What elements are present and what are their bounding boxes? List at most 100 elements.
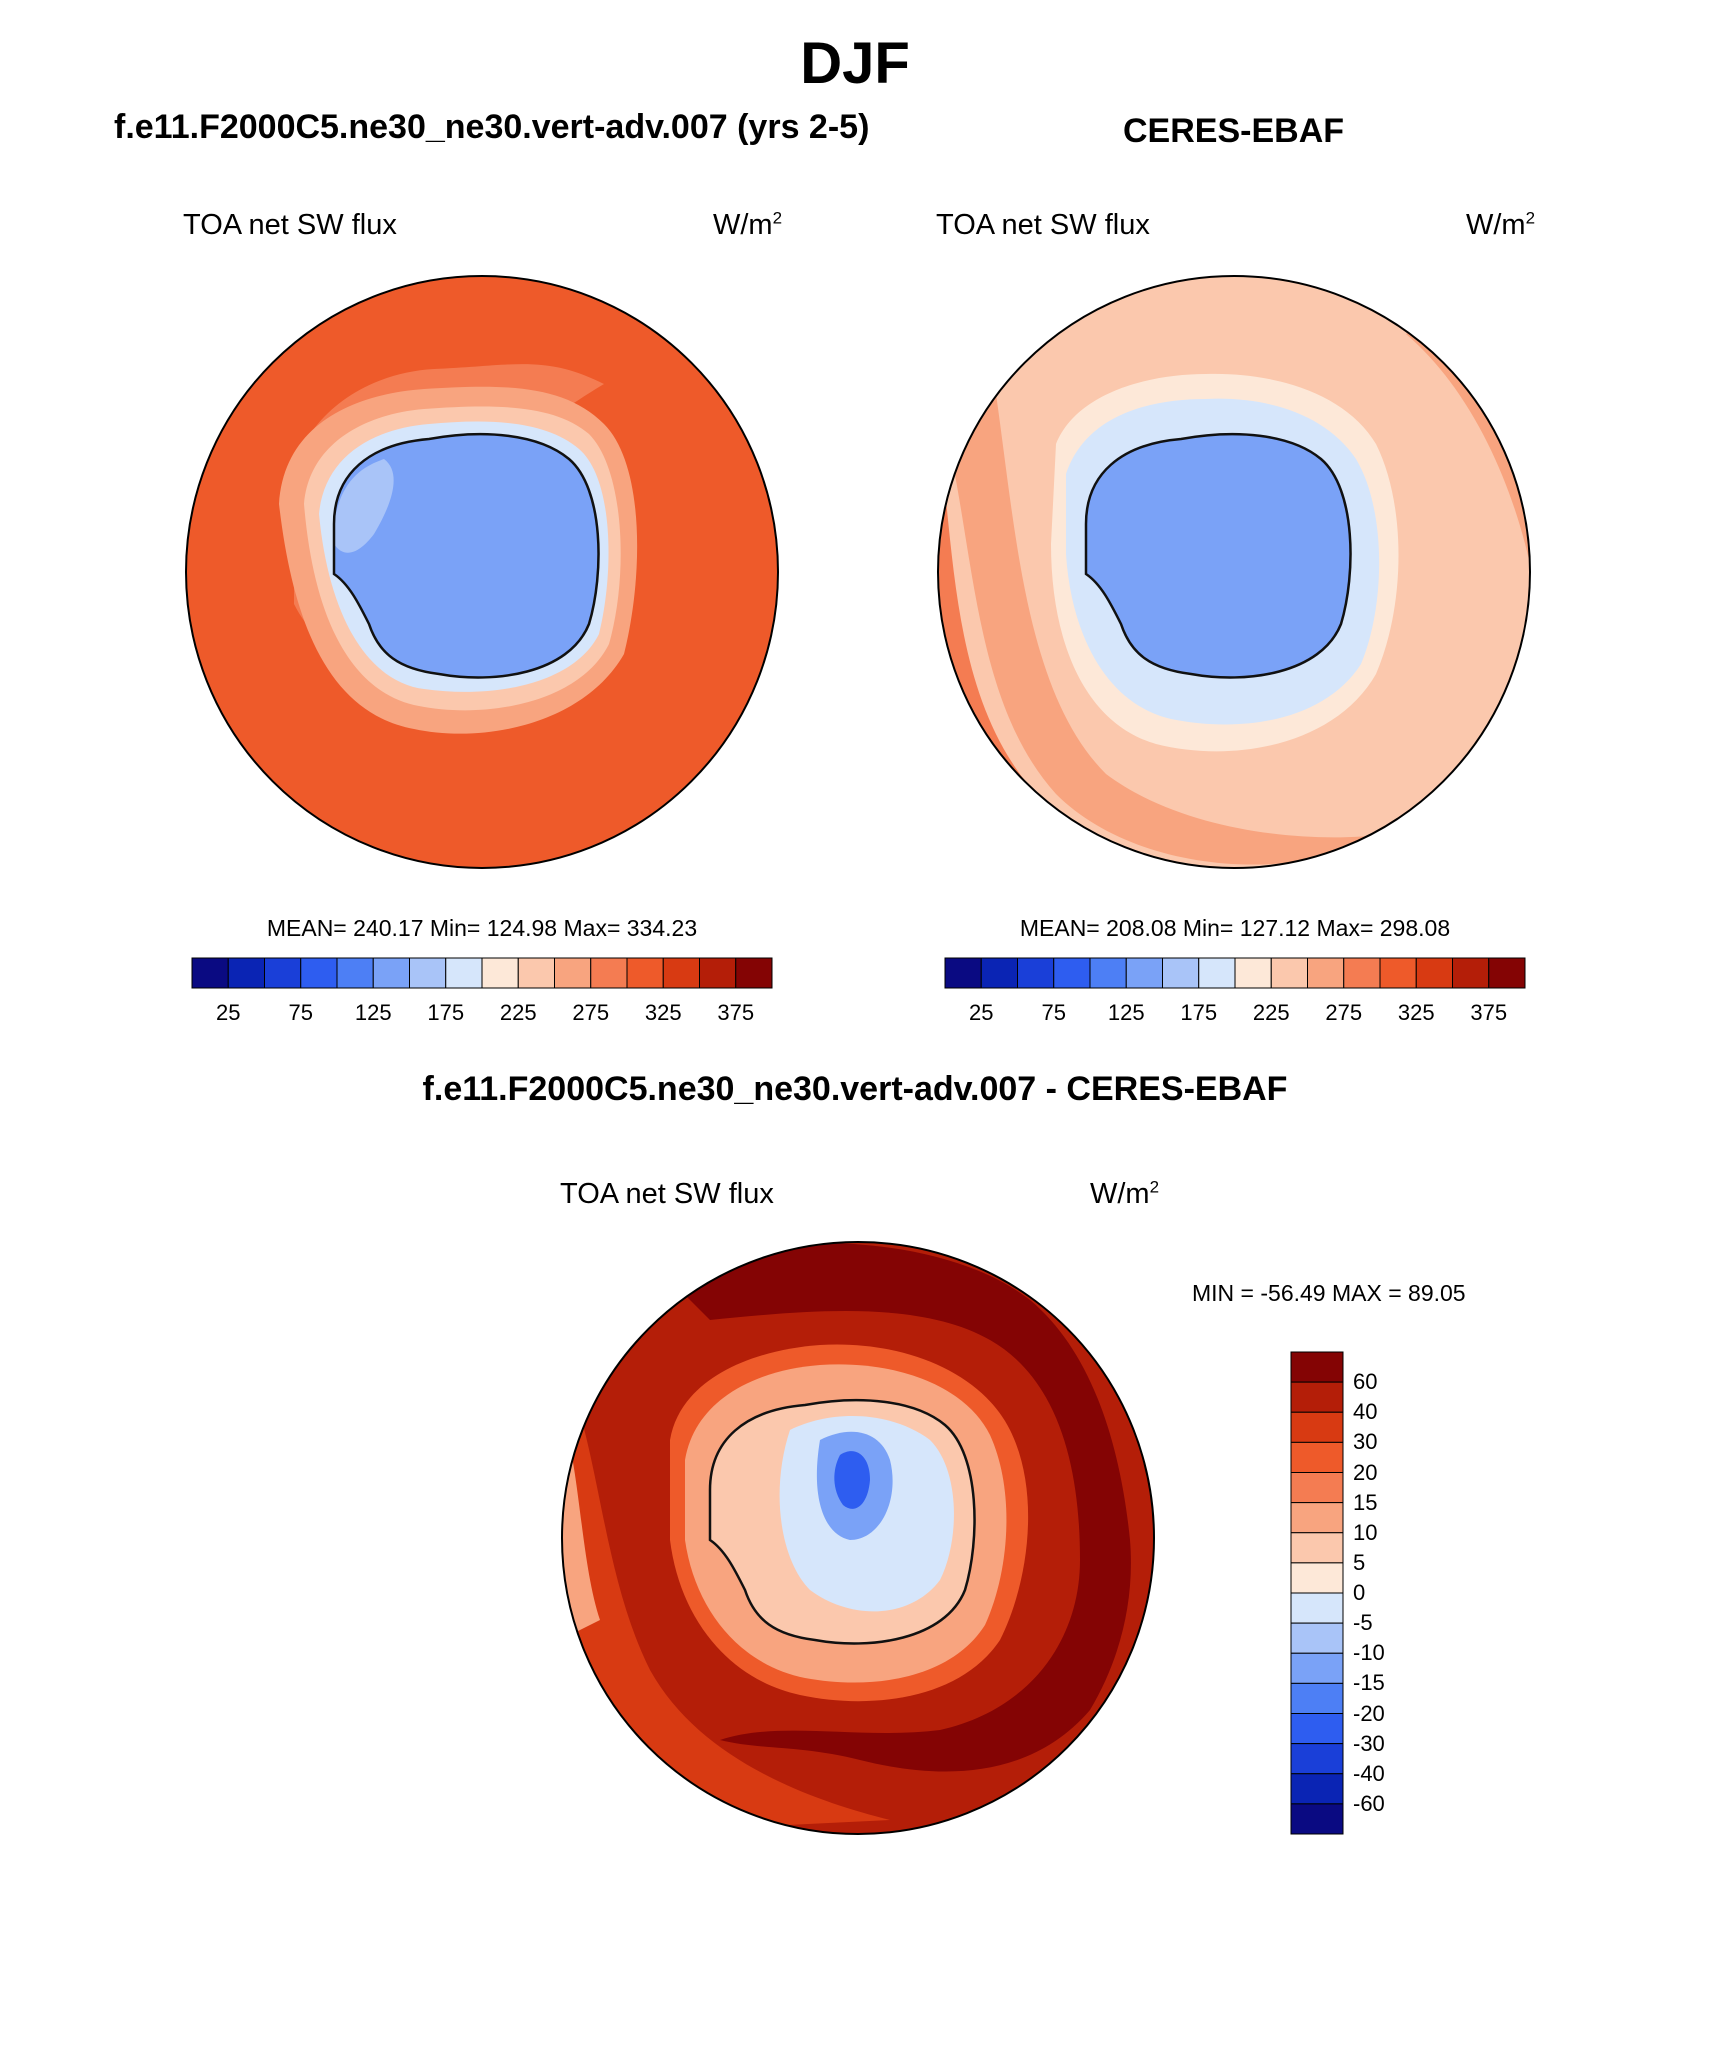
colorbar-swatch	[1290, 1743, 1344, 1775]
colorbar-swatch	[554, 957, 592, 989]
colorbar-swatch	[409, 957, 447, 989]
colorbar-swatch	[1290, 1502, 1344, 1534]
map-ice-neg-core	[834, 1451, 870, 1509]
model-units-label: W/m2	[713, 208, 783, 241]
colorbar-swatch	[1290, 1622, 1344, 1654]
colorbar-tick-label: 375	[1470, 1000, 1508, 1025]
colorbar-swatch	[980, 957, 1018, 989]
colorbar-tick-label: 175	[427, 1000, 465, 1025]
colorbar-tick-label: 25	[969, 1000, 994, 1025]
diff-variable-label: TOA net SW flux	[560, 1178, 774, 1210]
colorbar-tick-label: 30	[1353, 1429, 1378, 1455]
colorbar-swatch	[1379, 957, 1417, 989]
obs-variable-label: TOA net SW flux	[936, 209, 1150, 241]
colorbar-tick-label: -5	[1353, 1610, 1373, 1636]
colorbar-swatch	[1290, 1562, 1344, 1594]
colorbar-swatch	[1198, 957, 1236, 989]
colorbar-swatch	[699, 957, 737, 989]
obs-colorbar	[944, 957, 1526, 989]
colorbar-tick-label: -40	[1353, 1760, 1385, 1786]
colorbar-tick-label: 175	[1180, 1000, 1218, 1025]
map-ice-light	[334, 459, 394, 553]
colorbar-tick-label: 60	[1353, 1369, 1378, 1395]
obs-units-label: W/m2	[1466, 208, 1536, 241]
colorbar-swatch	[1234, 957, 1272, 989]
colorbar-swatch	[1089, 957, 1127, 989]
figure-title: DJF	[800, 31, 910, 96]
colorbar-swatch	[626, 957, 664, 989]
colorbar-tick-label: 0	[1353, 1580, 1366, 1605]
colorbar-swatch	[517, 957, 555, 989]
colorbar-swatch	[264, 957, 302, 989]
map-boundary	[185, 275, 779, 869]
colorbar-swatch	[1290, 1652, 1344, 1684]
colorbar-swatch	[1290, 1803, 1344, 1835]
colorbar-swatch	[1290, 1351, 1344, 1383]
colorbar-swatch	[1452, 957, 1490, 989]
colorbar-swatch	[227, 957, 265, 989]
colorbar-tick-label: 275	[572, 1000, 610, 1025]
diff-panel-title: f.e11.F2000C5.ne30_ne30.vert-adv.007 - C…	[422, 1070, 1288, 1108]
map-ice-fill	[1086, 434, 1351, 678]
map-max-region	[660, 1242, 1131, 1772]
colorbar-swatch	[1415, 957, 1453, 989]
colorbar-swatch	[1270, 957, 1308, 989]
map-boundary	[561, 1241, 1155, 1835]
model-variable-label: TOA net SW flux	[183, 209, 397, 241]
map-band-275	[938, 394, 1386, 865]
map-coastline	[708, 1398, 976, 1645]
colorbar-swatch	[1290, 1713, 1344, 1745]
colorbar-swatch	[372, 957, 410, 989]
colorbar-tick-label: 75	[288, 1000, 313, 1025]
model-mean-label: MEAN= 240.17 Min= 124.98 Max= 334.23	[266, 915, 698, 941]
colorbar-swatch	[1017, 957, 1055, 989]
model-colorbar	[191, 957, 773, 989]
colorbar-swatch	[1488, 957, 1526, 989]
map-boundary	[937, 275, 1531, 869]
diff-units-label: W/m2	[1090, 1177, 1160, 1210]
colorbar-swatch	[1343, 957, 1381, 989]
colorbar-swatch	[590, 957, 628, 989]
colorbar-tick-label: 325	[1397, 1000, 1435, 1025]
colorbar-tick-label: 375	[717, 1000, 755, 1025]
model-map	[185, 275, 779, 869]
colorbar-tick-label: -30	[1353, 1730, 1385, 1756]
map-ice-fill	[334, 434, 599, 678]
colorbar-tick-label: 20	[1353, 1459, 1378, 1485]
diff-minmax-label: MIN = -56.49 MAX = 89.05	[1192, 1280, 1466, 1306]
colorbar-swatch	[1290, 1381, 1344, 1413]
colorbar-swatch	[1290, 1532, 1344, 1564]
colorbar-tick-label: 125	[354, 1000, 392, 1025]
obs-panel-title: CERES-EBAF	[1123, 112, 1345, 150]
model-panel-title: f.e11.F2000C5.ne30_ne30.vert-adv.007 (yr…	[114, 108, 870, 146]
colorbar-tick-label: 325	[644, 1000, 682, 1025]
obs-mean-label: MEAN= 208.08 Min= 127.12 Max= 298.08	[1019, 915, 1451, 941]
colorbar-swatch	[1290, 1441, 1344, 1473]
colorbar-tick-label: 275	[1325, 1000, 1363, 1025]
colorbar-tick-label: 15	[1353, 1489, 1378, 1515]
colorbar-swatch	[1290, 1592, 1344, 1624]
colorbar-tick-label: 10	[1353, 1519, 1378, 1545]
colorbar-swatch	[191, 957, 229, 989]
colorbar-swatch	[1307, 957, 1345, 989]
colorbar-swatch	[735, 957, 773, 989]
colorbar-tick-label: -15	[1353, 1670, 1385, 1696]
colorbar-tick-label: -20	[1353, 1700, 1385, 1726]
colorbar-swatch	[300, 957, 338, 989]
colorbar-tick-label: 225	[1252, 1000, 1290, 1025]
colorbar-tick-label: -10	[1353, 1640, 1385, 1666]
colorbar-swatch	[1125, 957, 1163, 989]
map-coastline	[332, 432, 600, 679]
colorbar-swatch	[662, 957, 700, 989]
obs-map	[937, 275, 1531, 869]
colorbar-swatch	[445, 957, 483, 989]
diff-colorbar	[1290, 1351, 1344, 1835]
map-coastline	[1084, 432, 1352, 679]
colorbar-tick-label: 225	[499, 1000, 537, 1025]
colorbar-tick-label: 40	[1353, 1399, 1378, 1425]
colorbar-tick-label: 125	[1107, 1000, 1145, 1025]
colorbar-tick-label: 25	[216, 1000, 241, 1025]
colorbar-swatch	[481, 957, 519, 989]
colorbar-tick-label: 5	[1353, 1549, 1366, 1575]
colorbar-swatch	[1290, 1472, 1344, 1504]
